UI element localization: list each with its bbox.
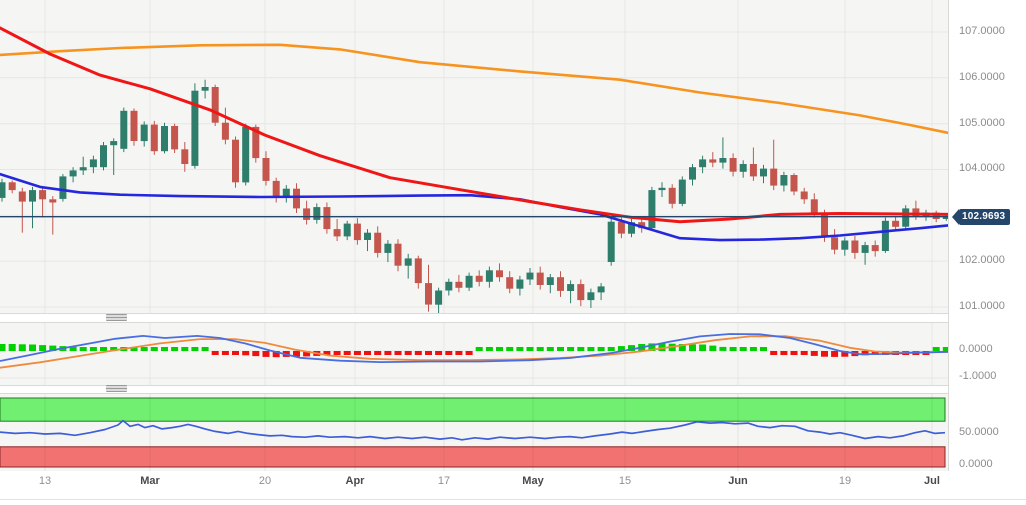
price-badge-arrow-icon xyxy=(952,208,959,225)
price-axis-label: 106.0000 xyxy=(959,70,1005,83)
macd-axis-label: 0.0000 xyxy=(959,343,993,355)
time-axis-label: May xyxy=(522,475,544,487)
macd-panel-resize-handle-icon[interactable] xyxy=(106,314,127,321)
time-axis-label: Jun xyxy=(728,475,748,487)
rsi-panel-resize-handle-icon[interactable] xyxy=(106,385,127,392)
time-axis-label: Jul xyxy=(924,475,940,487)
time-axis-label: 13 xyxy=(38,475,52,487)
macd-axis-label: -1.0000 xyxy=(959,370,997,382)
price-axis-label: 101.0000 xyxy=(959,299,1005,312)
time-axis-label: 15 xyxy=(618,475,632,487)
price-axis-label: 105.0000 xyxy=(959,116,1005,129)
candlestick-chart-canvas[interactable] xyxy=(0,0,948,313)
rsi-axis-label: 0.0000 xyxy=(959,458,993,470)
price-axis-label: 102.0000 xyxy=(959,254,1005,267)
time-axis-label: 20 xyxy=(258,475,272,487)
time-axis-label: Mar xyxy=(140,475,160,487)
price-badge-value: 102.9693 xyxy=(959,208,1011,225)
rsi-chart-canvas[interactable] xyxy=(0,394,948,471)
price-axis-label: 107.0000 xyxy=(959,25,1005,37)
main-price-panel[interactable] xyxy=(0,0,948,314)
macd-chart-canvas[interactable] xyxy=(0,323,948,385)
time-axis[interactable]: 13 Mar 20 Apr 17 May 15 Jun 19 Jul xyxy=(0,471,948,495)
price-axis[interactable]: 102.9693 107.0000 106.0000 105.0000 104.000… xyxy=(948,0,1026,471)
rsi-axis-label: 50.0000 xyxy=(959,426,999,438)
current-price-badge: 102.9693 xyxy=(952,208,1011,225)
rsi-indicator-panel[interactable] xyxy=(0,393,948,472)
bottom-divider xyxy=(0,499,1026,500)
price-axis-label: 104.0000 xyxy=(959,162,1005,175)
macd-indicator-panel[interactable] xyxy=(0,322,948,386)
time-axis-label: 17 xyxy=(437,475,451,487)
time-axis-label: 19 xyxy=(838,475,852,487)
time-axis-label: Apr xyxy=(345,475,365,487)
